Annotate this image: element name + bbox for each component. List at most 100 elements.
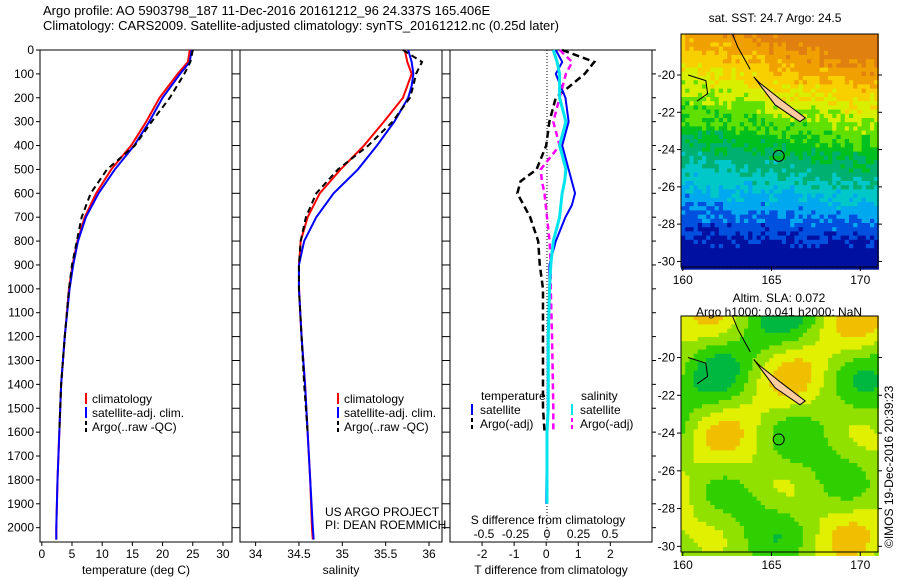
map-cell [823,71,829,77]
map-cell [693,218,699,224]
map-cell [781,362,787,367]
map-cell [874,214,879,220]
map-cell [706,341,711,346]
map-cell [769,210,774,216]
map-cell [706,379,711,384]
map-cell [853,345,858,351]
map-cell [756,50,762,56]
map-cell [765,84,770,90]
map-cell [697,139,703,144]
y-tick-label: 1400 [7,377,34,391]
map-cell [697,328,703,334]
map-cell [865,475,871,481]
map-cell [853,488,858,493]
map-cell [727,383,732,388]
map-cell [731,202,737,207]
map-cell [861,38,867,43]
map-cell [714,71,720,77]
map-cell [861,320,867,325]
map-cell [735,46,741,52]
map-cell [781,260,787,266]
map-cell [744,358,749,363]
map-cell [870,63,875,69]
map-cell [832,320,837,325]
map-cell [714,227,720,232]
map-cell [794,383,800,388]
map-cell [819,488,825,493]
map-cell [748,400,753,405]
map-cell [748,244,753,249]
map-cell [756,450,762,456]
map-cell [685,122,690,127]
map-cell [819,353,825,359]
map-cell [777,160,783,165]
map-cell [844,328,850,334]
map-cell [731,210,737,216]
map-cell [794,206,800,211]
map-cell [807,446,812,451]
map-cell [697,479,703,485]
map-cell [773,248,779,253]
map-cell [849,55,854,60]
map-cell [710,379,716,384]
map-cell [718,479,724,485]
map-cell [739,463,745,468]
map-cell [685,172,690,178]
map-cell [685,387,690,393]
map-cell [731,248,737,253]
y-tick-label: 1600 [7,425,34,439]
map-cell [723,446,728,451]
map-cell [865,34,871,39]
map-cell [723,151,728,157]
map-cell [760,92,766,98]
map-cell [832,38,837,43]
map-cell [794,454,800,460]
map-cell [811,76,816,81]
map-cell [786,88,791,94]
map-cell [786,412,791,418]
map-cell [702,193,707,199]
map-cell [706,395,711,401]
map-cell [798,210,804,216]
map-cell [832,345,837,351]
map-cell [681,181,686,186]
map-cell [781,181,787,186]
map-cell [685,479,690,485]
map-cell [744,134,749,140]
map-cell [777,80,783,85]
map-y-tick-label: -22 [658,105,676,119]
map-cell [727,395,732,401]
map-cell [857,429,863,435]
map-cell [706,337,711,342]
map-cell [693,210,699,216]
map-cell [823,147,829,153]
map-cell [815,425,821,430]
map-cell [811,324,816,330]
map-cell [765,67,770,73]
map-cell [689,235,695,241]
map-cell [819,463,825,468]
map-cell [714,370,720,376]
map-cell [844,55,850,60]
map-cell [777,458,783,464]
map-cell [853,358,858,363]
map-cell [769,437,774,443]
map-cell [836,84,842,90]
map-cell [702,256,707,262]
map-cell [874,126,879,132]
map-cell [861,383,867,388]
map-cell [786,408,791,414]
map-cell [689,71,695,77]
map-cell [794,118,800,123]
map-cell [844,400,850,405]
map-cell [727,484,732,489]
map-cell [702,235,707,241]
map-cell [685,442,690,447]
map-cell [718,252,724,258]
map-cell [777,496,783,502]
map-cell [807,185,812,190]
map-cell [769,370,774,376]
map-cell [748,429,753,435]
map-cell [765,46,770,52]
map-cell [807,450,812,456]
